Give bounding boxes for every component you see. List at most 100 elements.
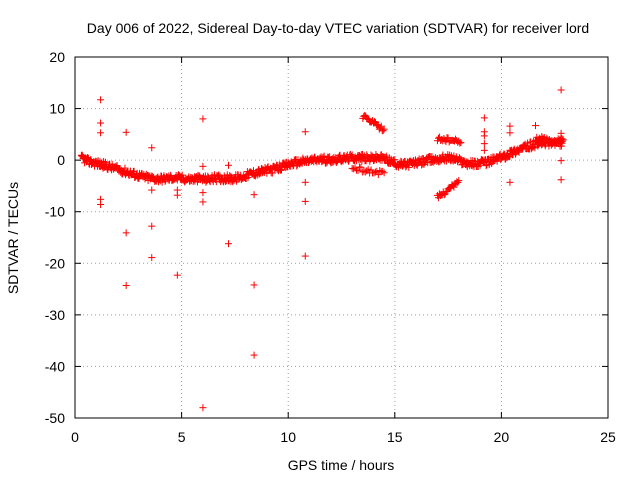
outlier-point	[557, 129, 565, 137]
arc-point	[361, 168, 369, 176]
outlier-point	[225, 161, 233, 169]
track-point	[461, 157, 469, 165]
arc-point	[354, 167, 362, 175]
outlier-point	[301, 178, 309, 186]
arc-point	[357, 163, 365, 171]
track-point	[277, 166, 285, 174]
track-point	[231, 174, 239, 182]
outlier-point	[97, 129, 105, 137]
outlier-point	[122, 281, 130, 289]
track-point	[391, 156, 399, 164]
outlier-point	[148, 186, 156, 194]
x-tick-label: 15	[387, 429, 403, 445]
outlier-point	[506, 122, 514, 130]
track-point	[133, 171, 141, 179]
arc-point	[350, 165, 358, 173]
outlier-point	[148, 144, 156, 152]
outlier-point	[148, 222, 156, 230]
outlier-point	[480, 146, 488, 154]
outlier-point	[557, 157, 565, 165]
outlier-point	[250, 281, 258, 289]
track-point	[291, 157, 299, 165]
outlier-point	[250, 191, 258, 199]
y-axis-label: SDTVAR / TECUs	[5, 182, 21, 294]
outlier-point	[301, 252, 309, 260]
outlier-point	[199, 198, 207, 206]
chart-title: Day 006 of 2022, Sidereal Day-to-day VTE…	[87, 20, 589, 36]
grid-layer	[75, 57, 608, 418]
outlier-point	[97, 96, 105, 104]
track-point	[94, 157, 102, 165]
outlier-point	[148, 254, 156, 262]
track-point	[475, 160, 483, 168]
track-point	[480, 157, 488, 165]
track-point	[161, 177, 169, 185]
track-point	[274, 161, 282, 169]
x-tick-label: 10	[280, 429, 296, 445]
outlier-point	[506, 178, 514, 186]
track-point	[531, 144, 539, 152]
track-point	[511, 150, 519, 158]
arc-point	[367, 166, 375, 174]
track-point	[121, 164, 129, 172]
track-point	[158, 178, 166, 186]
track-point	[468, 162, 476, 170]
track-point	[538, 141, 546, 149]
data-points-layer	[77, 86, 567, 412]
track-point	[367, 151, 375, 159]
arc-point	[353, 166, 361, 174]
outlier-point	[557, 176, 565, 184]
x-axis-label: GPS time / hours	[288, 457, 395, 473]
outlier-point	[173, 191, 181, 199]
arc-point	[456, 139, 464, 147]
track-point	[515, 148, 523, 156]
outlier-point	[199, 189, 207, 197]
outlier-point	[199, 115, 207, 123]
arc-point	[370, 169, 378, 177]
track-point	[215, 171, 223, 179]
arc-point	[374, 171, 382, 179]
outlier-point	[250, 351, 258, 359]
track-point	[226, 172, 234, 180]
arc-point	[559, 136, 567, 144]
outlier-point	[506, 129, 514, 137]
y-tick-label: -20	[45, 255, 65, 271]
track-point	[482, 162, 490, 170]
track-point	[405, 163, 413, 171]
y-tick-label: -40	[45, 358, 65, 374]
outlier-point	[480, 140, 488, 148]
arc-point	[558, 135, 566, 143]
track-point	[213, 171, 221, 179]
track-point	[474, 162, 482, 170]
outlier-point	[97, 200, 105, 208]
track-point	[244, 174, 252, 182]
track-point	[249, 167, 257, 175]
arc-point	[376, 167, 384, 175]
outlier-point	[199, 162, 207, 170]
x-tick-label: 0	[71, 429, 79, 445]
track-point	[320, 152, 328, 160]
outlier-point	[97, 119, 105, 127]
track-point	[382, 152, 390, 160]
y-tick-label: 0	[57, 152, 65, 168]
outlier-point	[506, 146, 514, 154]
arc-point	[364, 165, 372, 173]
track-point	[256, 170, 264, 178]
outlier-point	[301, 197, 309, 205]
track-point	[446, 151, 454, 159]
y-tick-label: 20	[49, 49, 65, 65]
plot-frame	[74, 56, 609, 419]
track-point	[277, 166, 285, 174]
track-point	[493, 157, 501, 165]
track-point	[99, 164, 107, 172]
track-point	[281, 159, 289, 167]
track-point	[345, 157, 353, 165]
track-point	[284, 158, 292, 166]
arc-point	[379, 167, 387, 175]
track-point	[476, 161, 484, 169]
arc-point	[380, 169, 388, 177]
arc-point	[379, 127, 387, 135]
track-point	[116, 165, 124, 173]
outlier-point	[532, 122, 540, 130]
outlier-point	[225, 240, 233, 248]
